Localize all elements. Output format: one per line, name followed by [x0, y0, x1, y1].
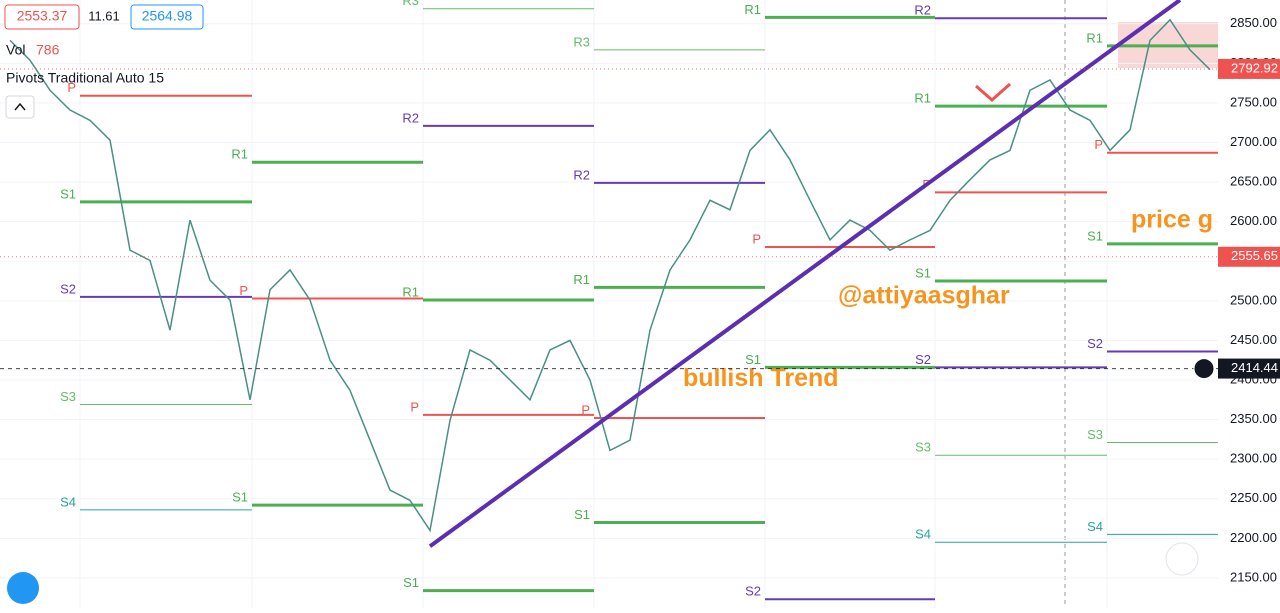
pivot-label: R1: [573, 272, 590, 287]
pivot-label: R3: [573, 34, 590, 49]
change: 11.61: [88, 8, 120, 23]
open: 2553.37: [17, 8, 68, 24]
pivot-label: S2: [1087, 336, 1103, 351]
volume-label: Vol: [6, 42, 25, 58]
y-tick-label: 2500.00: [1230, 292, 1277, 307]
pivot-label: S3: [915, 440, 931, 455]
pivot-label: S4: [60, 494, 76, 509]
price-tag: [1218, 58, 1280, 79]
pivot-label: S2: [745, 584, 761, 599]
pivot-label: S3: [1087, 427, 1103, 442]
open-box: [4, 4, 80, 30]
annotation: price g: [1131, 205, 1213, 233]
y-tick-label: 2650.00: [1230, 174, 1277, 189]
pivot-label: R1: [402, 284, 419, 299]
pivot-label: S3: [60, 389, 76, 404]
collapse-button[interactable]: [5, 95, 35, 119]
pivot-label: R1: [231, 147, 248, 162]
scroll-button[interactable]: [1165, 542, 1199, 576]
y-tick-label: 2150.00: [1230, 569, 1277, 584]
y-tick-label: 2350.00: [1230, 411, 1277, 426]
pivot-label: S1: [745, 352, 761, 367]
y-tick-label: 2250.00: [1230, 490, 1277, 505]
pivot-label: R2: [573, 167, 590, 182]
y-tick-label: 2700.00: [1230, 134, 1277, 149]
y-tick-label: 2450.00: [1230, 332, 1277, 347]
pivot-label: P: [752, 231, 761, 246]
price-tag-text: 2414.44: [1231, 360, 1278, 375]
pivot-label: S1: [60, 186, 76, 201]
y-tick-label: 2300.00: [1230, 451, 1277, 466]
pivot-label: R2: [402, 110, 419, 125]
pivot-label: R2: [914, 3, 931, 18]
pivot-label: P: [67, 80, 76, 95]
pivot-label: S1: [403, 575, 419, 590]
pivot-label: S1: [232, 490, 248, 505]
price-scale: [1218, 0, 1280, 608]
pivot-label: R1: [1086, 30, 1103, 45]
price-tag-text: 2555.65: [1231, 248, 1278, 263]
y-tick-label: 2200.00: [1230, 530, 1277, 545]
pivot-label: S2: [915, 352, 931, 367]
price-box: [130, 4, 204, 30]
y-tick-label: 2600.00: [1230, 213, 1277, 228]
pivot-label: R1: [744, 2, 761, 17]
price: 2564.98: [142, 8, 193, 24]
pivot-label: S1: [574, 507, 590, 522]
price-line: [9, 18, 1211, 533]
pivot-label: P: [410, 399, 419, 414]
indicator: Pivots Traditional Auto 15: [6, 70, 164, 86]
pivot-label: S1: [1087, 228, 1103, 243]
logo: [7, 572, 39, 604]
collapse-icon: [14, 102, 26, 111]
pivot-label: P: [1094, 137, 1103, 152]
pivot-label: S1: [915, 265, 931, 280]
annotation: @attiyaasghar: [838, 281, 1010, 309]
check-mark: [975, 82, 1011, 102]
pivot-label: S4: [915, 527, 931, 542]
pivot-label: P: [239, 283, 248, 298]
y-tick-label: 2750.00: [1230, 94, 1277, 109]
price-tag: [1218, 358, 1280, 379]
pivot-label: S4: [1087, 519, 1103, 534]
price-tag: [1218, 246, 1280, 267]
pivot-label: R3: [402, 0, 419, 8]
pivot-label: R1: [914, 91, 931, 106]
price-tag-text: 2792.92: [1231, 60, 1278, 75]
annotation: bullish Trend: [683, 364, 839, 392]
volume: 786: [36, 42, 60, 58]
y-tick-label: 2850.00: [1230, 15, 1277, 30]
pivot-label: S2: [60, 281, 76, 296]
trend-line: [428, 0, 1182, 548]
crosshair-button: [1193, 358, 1215, 380]
header: 2553.37 11.61 2564.98 Vol 786 Pivots Tra…: [4, 4, 204, 119]
pivot-label: P: [581, 402, 590, 417]
